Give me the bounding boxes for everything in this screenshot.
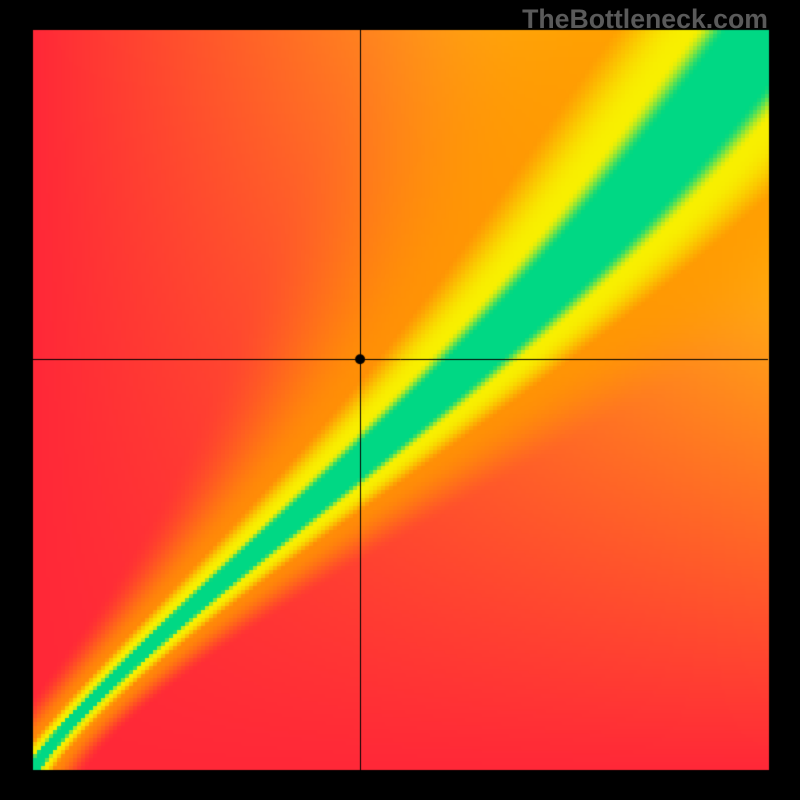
bottleneck-heatmap: [0, 0, 800, 800]
watermark-text: TheBottleneck.com: [522, 4, 768, 35]
